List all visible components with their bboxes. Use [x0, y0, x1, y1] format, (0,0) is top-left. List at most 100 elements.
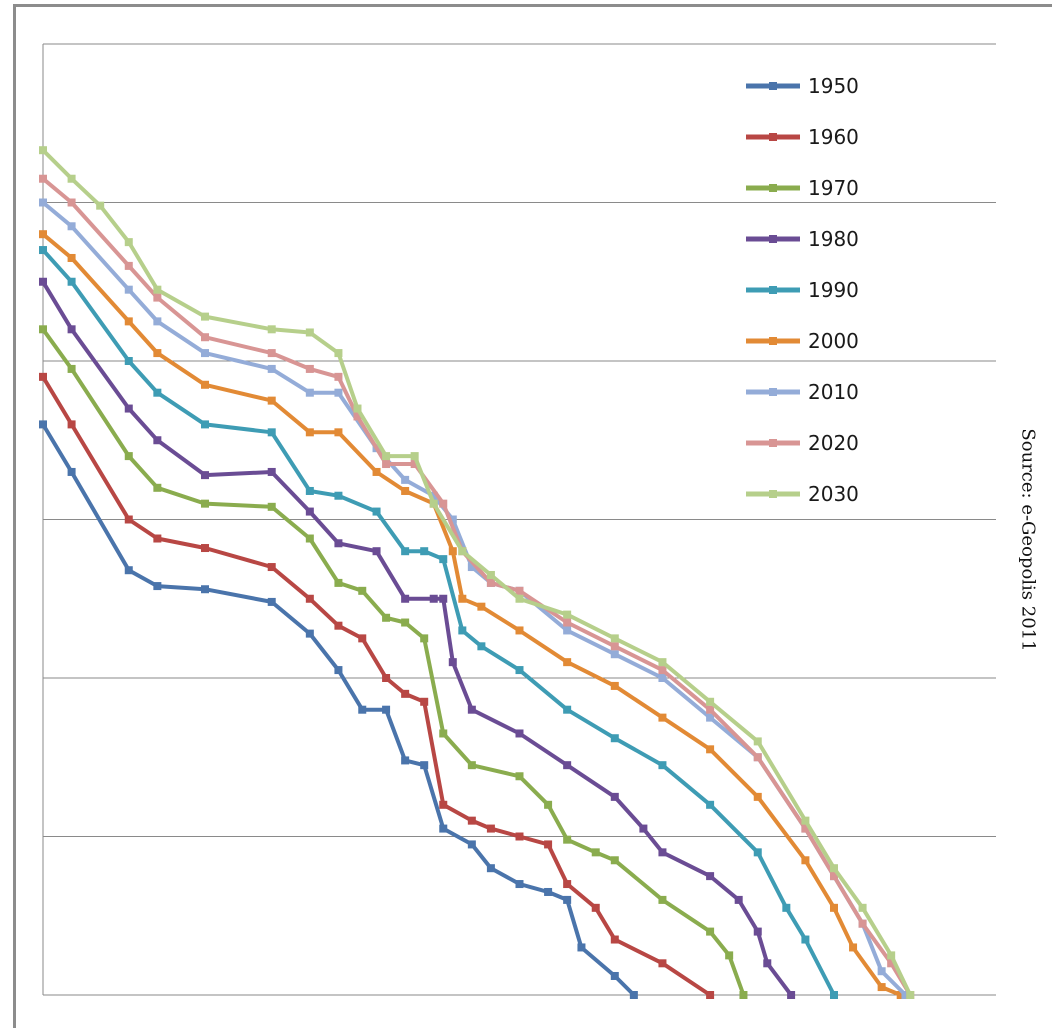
- source-caption: Source: e-Geopolis 2011: [1017, 428, 1039, 652]
- data-point: [467, 840, 476, 849]
- data-point: [67, 222, 76, 231]
- data-point: [658, 666, 667, 675]
- data-point: [887, 951, 896, 960]
- data-point: [544, 840, 553, 849]
- data-point: [896, 991, 905, 999]
- data-point: [401, 594, 410, 603]
- legend-marker: [769, 286, 777, 294]
- data-point: [305, 507, 314, 516]
- data-point: [706, 713, 715, 722]
- data-point: [267, 396, 276, 405]
- data-point: [305, 428, 314, 437]
- data-point: [486, 578, 495, 587]
- data-point: [353, 404, 362, 413]
- data-point: [267, 349, 276, 358]
- data-point: [801, 816, 810, 825]
- chart-frame: [13, 4, 1052, 1028]
- data-point: [267, 467, 276, 476]
- data-point: [305, 486, 314, 495]
- data-point: [782, 903, 791, 912]
- data-point: [124, 515, 133, 524]
- data-point: [591, 903, 600, 912]
- data-point: [153, 582, 162, 591]
- data-point: [410, 452, 419, 461]
- data-point: [563, 610, 572, 619]
- data-point: [153, 388, 162, 397]
- data-point: [610, 935, 619, 944]
- data-point: [201, 349, 210, 358]
- data-point: [801, 935, 810, 944]
- data-point: [658, 713, 667, 722]
- data-point: [372, 547, 381, 556]
- legend-marker: [769, 133, 777, 141]
- data-point: [305, 534, 314, 543]
- data-point: [334, 578, 343, 587]
- data-point: [353, 412, 362, 421]
- data-point: [153, 293, 162, 302]
- data-point: [486, 570, 495, 579]
- data-point: [201, 544, 210, 553]
- data-point: [458, 626, 467, 635]
- data-point: [67, 325, 76, 334]
- series-line-2010: [41, 200, 908, 997]
- data-point: [201, 585, 210, 594]
- series-2000: [39, 230, 905, 999]
- data-point: [124, 317, 133, 326]
- data-point: [39, 230, 47, 239]
- data-point: [563, 618, 572, 627]
- data-point: [96, 201, 105, 210]
- data-point: [153, 534, 162, 543]
- data-point: [39, 277, 47, 286]
- data-point: [448, 658, 457, 667]
- legend-marker: [769, 235, 777, 243]
- legend-label: 2010: [808, 380, 859, 404]
- series-1960: [39, 372, 715, 999]
- data-point: [267, 502, 276, 511]
- data-point: [439, 729, 448, 738]
- data-point: [201, 312, 210, 321]
- data-point: [39, 198, 47, 207]
- data-point: [486, 864, 495, 873]
- series-lines: [39, 146, 915, 999]
- data-point: [877, 983, 886, 992]
- data-point: [429, 499, 438, 508]
- data-point: [706, 745, 715, 754]
- data-point: [706, 800, 715, 809]
- legend-item-1950: 1950: [746, 74, 859, 98]
- data-point: [39, 420, 47, 429]
- data-point: [901, 991, 910, 999]
- data-point: [486, 824, 495, 833]
- data-point: [610, 856, 619, 865]
- data-point: [358, 586, 367, 595]
- data-point: [382, 460, 391, 469]
- data-point: [544, 800, 553, 809]
- legend-marker: [769, 388, 777, 396]
- legend-item-2010: 2010: [746, 380, 859, 404]
- data-point: [124, 285, 133, 294]
- data-point: [334, 491, 343, 500]
- data-point: [849, 943, 858, 952]
- data-point: [448, 547, 457, 556]
- data-point: [753, 753, 762, 762]
- series-line-1990: [41, 248, 836, 997]
- data-point: [153, 317, 162, 326]
- data-point: [725, 951, 734, 960]
- data-point: [401, 689, 410, 698]
- data-point: [67, 467, 76, 476]
- data-point: [429, 594, 438, 603]
- data-point: [706, 697, 715, 706]
- data-point: [39, 174, 47, 183]
- data-point: [401, 486, 410, 495]
- data-point: [358, 705, 367, 714]
- legend-label: 1970: [808, 176, 859, 200]
- data-point: [515, 626, 524, 635]
- data-point: [67, 364, 76, 373]
- data-point: [563, 761, 572, 770]
- data-point: [372, 467, 381, 476]
- data-point: [334, 349, 343, 358]
- data-point: [515, 772, 524, 781]
- data-point: [563, 835, 572, 844]
- data-point: [515, 586, 524, 595]
- data-point: [153, 285, 162, 294]
- data-point: [439, 800, 448, 809]
